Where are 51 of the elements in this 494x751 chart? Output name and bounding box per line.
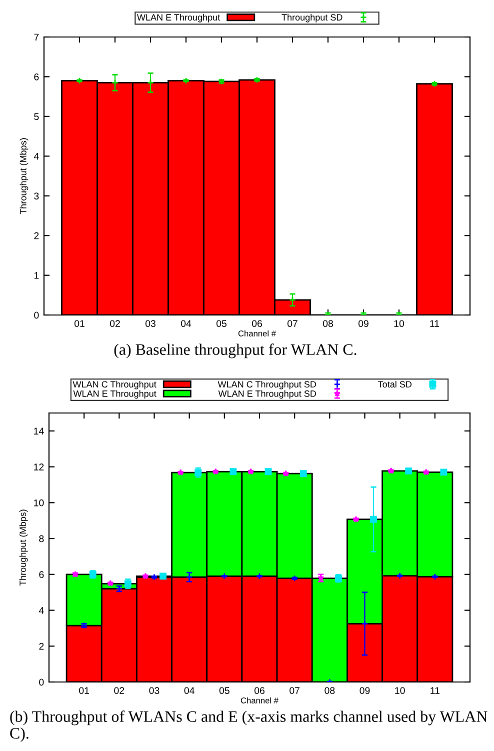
x-tick-label: 03 [145, 320, 156, 327]
y-tick-label: 2 [34, 232, 39, 240]
x-tick-label: 01 [74, 320, 84, 327]
x-tick-label: 06 [254, 687, 264, 694]
x-tick-label: 08 [322, 320, 333, 327]
legend-label: WLAN E Throughput SD [218, 390, 316, 399]
y-tick-label: 5 [34, 113, 39, 120]
x-tick-label: 07 [287, 320, 298, 327]
x-axis-title: Channel # [240, 697, 278, 704]
y-tick-label: 10 [34, 499, 44, 506]
x-tick-label: 05 [219, 687, 230, 694]
y-tick-label: 12 [34, 464, 44, 470]
y-tick-label: 8 [39, 535, 44, 542]
y-tick-label: 3 [34, 192, 39, 200]
y-tick-label: 0 [39, 678, 44, 686]
x-tick-label: 02 [110, 320, 120, 327]
x-tick-label: 08 [324, 687, 335, 694]
x-tick-label: 02 [114, 687, 124, 694]
x-tick-label: 03 [149, 687, 160, 694]
y-tick-label: 6 [34, 73, 39, 80]
y-axis-title: Throughput (Mbps) [20, 138, 28, 214]
legend-label: Throughput SD [282, 14, 342, 22]
text: (b) Throughput of WLANs C and E (x-axis marks channel used by WLAN C). [10, 710, 488, 742]
y-axis-title: Throughput (Mbps) [19, 510, 28, 586]
x-tick-label: 06 [252, 320, 262, 327]
x-tick-label: 09 [358, 320, 368, 327]
x-tick-label: 04 [180, 320, 192, 327]
legend-label: Total SD [378, 380, 412, 388]
y-tick-label: 1 [34, 272, 39, 279]
x-tick-label: 04 [184, 687, 194, 694]
legend-label: WLAN C Throughput SD [218, 380, 316, 390]
x-tick-label: 01 [79, 687, 90, 694]
x-tick-label: 07 [290, 687, 300, 694]
legend-label: WLAN E Throughput [73, 390, 156, 399]
legend-label: WLAN C Throughput [72, 380, 156, 390]
x-axis-title: Channel # [238, 330, 276, 336]
x-tick-label: 09 [360, 687, 370, 694]
y-tick-label: 0 [34, 312, 39, 319]
legend-label: WLAN E Throughput [137, 14, 220, 22]
y-tick-label: 4 [34, 152, 39, 160]
x-tick-label: 10 [395, 687, 405, 694]
x-tick-label: 11 [430, 687, 440, 694]
text: (a) Baseline throughput for WLAN C. [114, 344, 356, 358]
y-tick-label: 7 [34, 34, 39, 41]
y-tick-label: 6 [39, 571, 44, 578]
x-tick-label: 10 [394, 320, 404, 327]
y-tick-label: 4 [38, 607, 44, 614]
y-tick-label: 14 [34, 428, 44, 434]
x-tick-label: 11 [430, 320, 440, 327]
x-tick-label: 05 [216, 320, 226, 327]
y-tick-label: 2 [39, 642, 44, 650]
